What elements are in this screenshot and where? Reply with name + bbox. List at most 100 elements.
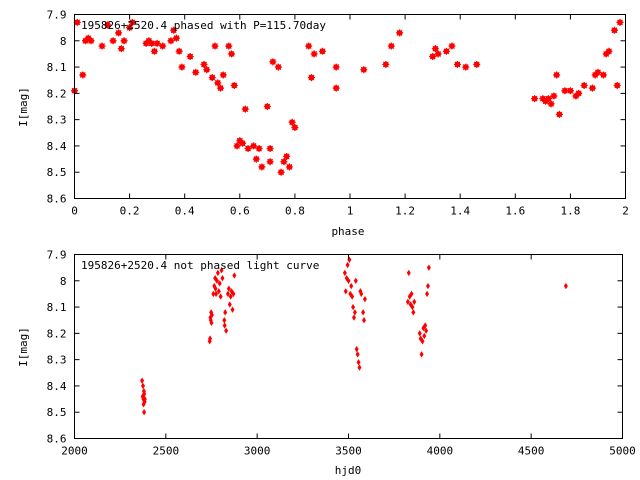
data-point <box>217 280 222 287</box>
y-tick-label: 8.1 <box>47 301 67 314</box>
x-tick-label: 4500 <box>518 445 545 458</box>
data-point <box>214 277 219 284</box>
phased-chart-title: 195826+2520.4 phased with P=115.70day <box>81 19 326 32</box>
data-point <box>209 319 214 327</box>
data-point <box>555 110 563 118</box>
x-tick-label: 1.2 <box>395 205 415 218</box>
data-point <box>345 261 350 269</box>
data-point <box>141 382 145 390</box>
data-point <box>244 145 252 153</box>
phased-x-axis-title: phase <box>331 225 364 238</box>
data-point <box>409 290 414 298</box>
data-point <box>203 66 211 74</box>
y-tick-label: 8.3 <box>47 354 67 367</box>
data-point <box>153 39 161 47</box>
unphased-light-curve-panel: 2000 2500 3000 3500 4000 4500 5000 7.9 8 8.1 8.2 8… <box>17 249 636 478</box>
data-point <box>263 103 271 110</box>
x-tick-label: 4000 <box>427 445 454 458</box>
data-point <box>332 84 340 92</box>
data-point <box>610 26 618 34</box>
data-point <box>214 79 222 87</box>
data-point <box>291 124 299 132</box>
y-tick-label: 8 <box>60 275 67 288</box>
data-point <box>425 290 430 298</box>
data-point <box>87 37 95 45</box>
phased-y-axis-ticks: 7.9 8 8.1 8.2 8.3 8.4 8.5 8.6 <box>47 9 626 206</box>
data-point <box>359 290 364 298</box>
data-point <box>214 290 219 298</box>
data-point <box>120 37 128 45</box>
data-point <box>219 71 227 79</box>
y-tick-label: 8 <box>60 35 67 48</box>
x-tick-label: 0.6 <box>230 205 250 218</box>
unphased-chart-title: 195826+2520.4 not phased light curve <box>81 259 319 272</box>
data-point <box>218 293 223 300</box>
data-point <box>142 395 147 403</box>
x-tick-label: 1.4 <box>450 205 470 218</box>
data-point <box>342 269 347 277</box>
data-point <box>332 63 340 71</box>
data-point <box>605 47 613 55</box>
data-point <box>318 47 326 55</box>
data-point <box>227 301 232 308</box>
unphased-plot-frame <box>74 254 623 439</box>
data-point <box>453 60 461 68</box>
data-point <box>462 63 470 71</box>
data-point <box>544 95 552 103</box>
data-point <box>266 145 274 153</box>
y-tick-label: 8.6 <box>47 433 67 446</box>
data-point <box>211 290 216 298</box>
y-tick-label: 8.1 <box>47 61 67 74</box>
data-point <box>357 364 362 371</box>
data-point <box>250 142 258 150</box>
data-point <box>580 81 588 89</box>
x-tick-label: 2000 <box>61 445 88 458</box>
data-point <box>553 71 561 79</box>
y-tick-label: 8.5 <box>47 166 67 179</box>
data-point <box>172 34 180 42</box>
data-point <box>222 322 227 329</box>
unphased-x-axis-ticks: 2000 2500 3000 3500 4000 4500 5000 <box>61 254 636 458</box>
data-point <box>350 293 355 300</box>
data-point <box>361 309 366 316</box>
data-point <box>73 18 81 26</box>
x-tick-label: 5000 <box>609 445 636 458</box>
data-point <box>241 105 249 113</box>
unphased-y-axis-ticks: 7.9 8 8.1 8.2 8.3 8.4 8.5 8.6 <box>47 249 623 446</box>
data-point <box>310 50 318 58</box>
data-point <box>431 45 439 53</box>
data-point <box>175 47 183 55</box>
y-tick-label: 8.5 <box>47 406 67 419</box>
data-point <box>343 288 348 295</box>
data-point <box>351 314 356 321</box>
data-point <box>285 163 293 171</box>
data-point <box>208 74 216 82</box>
data-point <box>411 309 416 316</box>
data-point <box>115 29 123 37</box>
x-tick-label: 3000 <box>244 445 271 458</box>
data-point <box>419 351 424 358</box>
data-point <box>167 37 175 45</box>
data-point <box>412 298 417 306</box>
x-tick-label: 0.4 <box>175 205 195 218</box>
y-tick-label: 8.2 <box>47 327 67 340</box>
x-tick-label: 0 <box>71 205 78 218</box>
data-point <box>104 21 112 29</box>
data-point <box>170 26 178 34</box>
y-tick-label: 7.9 <box>47 249 67 262</box>
data-point <box>382 60 390 68</box>
y-tick-label: 8.6 <box>47 193 67 206</box>
data-point <box>563 282 568 290</box>
y-tick-label: 8.3 <box>47 114 67 127</box>
data-point <box>230 306 235 313</box>
data-point <box>150 47 158 55</box>
data-point <box>216 288 221 295</box>
data-point <box>599 71 607 79</box>
data-point <box>269 58 277 66</box>
data-point <box>353 277 358 284</box>
data-point <box>232 272 237 279</box>
data-point <box>230 81 238 89</box>
data-point <box>561 87 569 95</box>
data-point <box>425 282 430 290</box>
